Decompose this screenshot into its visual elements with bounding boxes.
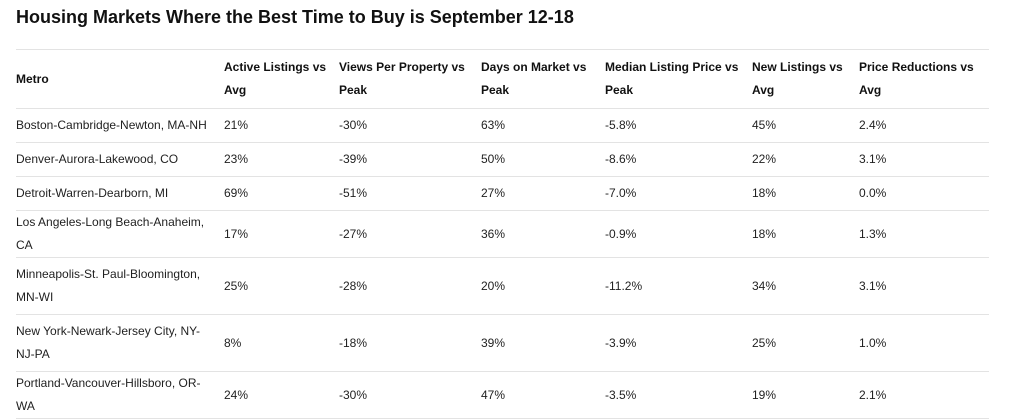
cell-metro: Boston-Cambridge-Newton, MA-NH xyxy=(16,108,224,143)
cell-active-listings: 69% xyxy=(224,176,339,211)
table-row: Detroit-Warren-Dearborn, MI 69% -51% 27%… xyxy=(16,176,989,211)
cell-active-listings: 24% xyxy=(224,371,339,419)
table-row: Portland-Vancouver-Hillsboro, OR-WA 24% … xyxy=(16,371,989,419)
cell-active-listings: 21% xyxy=(224,108,339,143)
cell-metro: Los Angeles-Long Beach-Anaheim, CA xyxy=(16,210,224,258)
table-row: Minneapolis-St. Paul-Bloomington, MN-WI … xyxy=(16,257,989,315)
header-metro: Metro xyxy=(16,49,224,109)
header-new-listings: New Listings vs Avg xyxy=(752,49,859,109)
table-row: Los Angeles-Long Beach-Anaheim, CA 17% -… xyxy=(16,210,989,258)
cell-price-reductions: 2.4% xyxy=(859,108,989,143)
cell-days-on-market: 50% xyxy=(481,142,605,177)
cell-metro: New York-Newark-Jersey City, NY-NJ-PA xyxy=(16,314,224,372)
cell-active-listings: 23% xyxy=(224,142,339,177)
cell-price-reductions: 3.1% xyxy=(859,142,989,177)
header-days-on-market: Days on Market vs Peak xyxy=(481,49,605,109)
cell-active-listings: 8% xyxy=(224,314,339,372)
cell-median-listing-price: -11.2% xyxy=(605,257,752,315)
table-row: Denver-Aurora-Lakewood, CO 23% -39% 50% … xyxy=(16,142,989,177)
cell-metro: Minneapolis-St. Paul-Bloomington, MN-WI xyxy=(16,257,224,315)
cell-metro: Denver-Aurora-Lakewood, CO xyxy=(16,142,224,177)
cell-new-listings: 25% xyxy=(752,314,859,372)
cell-new-listings: 34% xyxy=(752,257,859,315)
table-row: Boston-Cambridge-Newton, MA-NH 21% -30% … xyxy=(16,108,989,143)
cell-price-reductions: 1.0% xyxy=(859,314,989,372)
cell-active-listings: 17% xyxy=(224,210,339,258)
cell-median-listing-price: -0.9% xyxy=(605,210,752,258)
cell-metro: Portland-Vancouver-Hillsboro, OR-WA xyxy=(16,371,224,419)
cell-new-listings: 18% xyxy=(752,176,859,211)
cell-median-listing-price: -3.9% xyxy=(605,314,752,372)
cell-views-per-property: -27% xyxy=(339,210,481,258)
cell-views-per-property: -51% xyxy=(339,176,481,211)
header-views-per-property: Views Per Property vs Peak xyxy=(339,49,481,109)
cell-views-per-property: -18% xyxy=(339,314,481,372)
cell-days-on-market: 39% xyxy=(481,314,605,372)
cell-price-reductions: 2.1% xyxy=(859,371,989,419)
cell-views-per-property: -39% xyxy=(339,142,481,177)
cell-median-listing-price: -7.0% xyxy=(605,176,752,211)
cell-views-per-property: -30% xyxy=(339,371,481,419)
cell-days-on-market: 20% xyxy=(481,257,605,315)
cell-days-on-market: 47% xyxy=(481,371,605,419)
cell-days-on-market: 63% xyxy=(481,108,605,143)
cell-views-per-property: -28% xyxy=(339,257,481,315)
cell-price-reductions: 1.3% xyxy=(859,210,989,258)
table-header-row: Metro Active Listings vs Avg Views Per P… xyxy=(16,49,989,109)
cell-new-listings: 45% xyxy=(752,108,859,143)
cell-days-on-market: 36% xyxy=(481,210,605,258)
cell-days-on-market: 27% xyxy=(481,176,605,211)
table-row: New York-Newark-Jersey City, NY-NJ-PA 8%… xyxy=(16,314,989,372)
cell-median-listing-price: -3.5% xyxy=(605,371,752,419)
cell-median-listing-price: -8.6% xyxy=(605,142,752,177)
housing-markets-table: Metro Active Listings vs Avg Views Per P… xyxy=(16,49,989,419)
header-price-reductions: Price Reductions vs Avg xyxy=(859,49,989,109)
cell-median-listing-price: -5.8% xyxy=(605,108,752,143)
page-title: Housing Markets Where the Best Time to B… xyxy=(16,7,574,27)
cell-new-listings: 22% xyxy=(752,142,859,177)
cell-metro: Detroit-Warren-Dearborn, MI xyxy=(16,176,224,211)
cell-price-reductions: 0.0% xyxy=(859,176,989,211)
cell-new-listings: 18% xyxy=(752,210,859,258)
cell-price-reductions: 3.1% xyxy=(859,257,989,315)
header-active-listings: Active Listings vs Avg xyxy=(224,49,339,109)
cell-active-listings: 25% xyxy=(224,257,339,315)
cell-new-listings: 19% xyxy=(752,371,859,419)
header-median-listing-price: Median Listing Price vs Peak xyxy=(605,49,752,109)
cell-views-per-property: -30% xyxy=(339,108,481,143)
